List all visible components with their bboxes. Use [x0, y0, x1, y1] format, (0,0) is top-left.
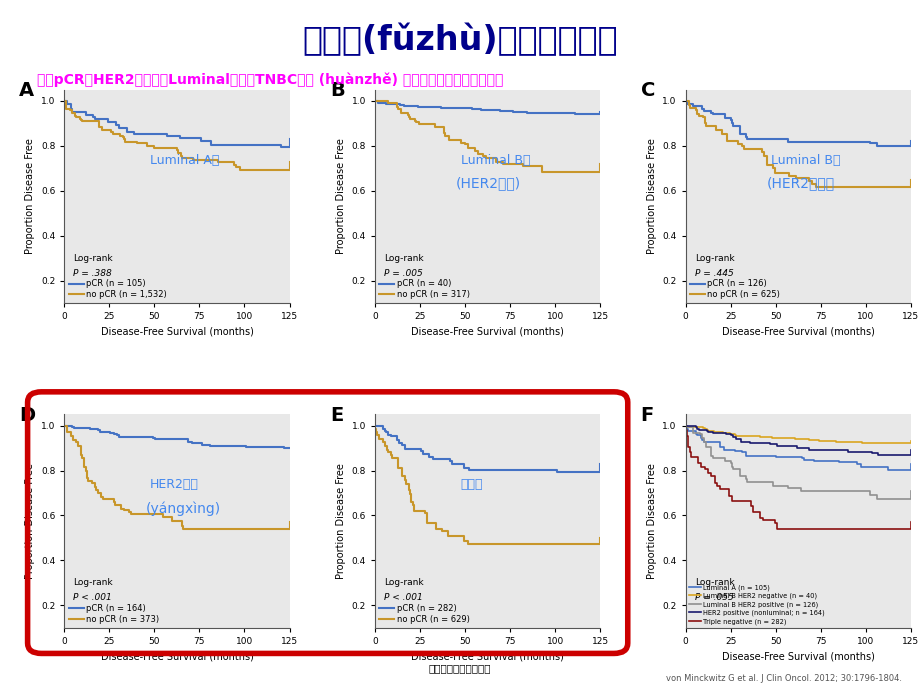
Text: (HER2阴性): (HER2阴性)	[456, 177, 521, 190]
Text: von Minckwitz G et al. J Clin Oncol. 2012; 30:1796-1804.: von Minckwitz G et al. J Clin Oncol. 201…	[664, 674, 901, 683]
X-axis label: Disease-Free Survival (months): Disease-Free Survival (months)	[100, 327, 253, 337]
Text: E: E	[330, 406, 343, 425]
Text: D: D	[19, 406, 36, 425]
Text: Log-rank: Log-rank	[74, 578, 113, 587]
Text: Luminal B型: Luminal B型	[460, 154, 529, 167]
Text: 获得pCR的HER2阳性（靟Luminal型）和TNBC患者 (huànzhě) 可显示非常优异的生存预后: 获得pCR的HER2阳性（靟Luminal型）和TNBC患者 (huànzhě)…	[37, 72, 503, 87]
Y-axis label: Proportion Disease Free: Proportion Disease Free	[646, 463, 656, 579]
Text: P = .388: P = .388	[74, 268, 112, 277]
Text: B: B	[330, 81, 345, 100]
Text: 新辅助(fǔzhù)治疗优选人群: 新辅助(fǔzhù)治疗优选人群	[301, 24, 618, 57]
Legend: pCR (n = 164), no pCR (n = 373): pCR (n = 164), no pCR (n = 373)	[69, 604, 159, 624]
Text: Log-rank: Log-rank	[694, 578, 733, 587]
X-axis label: Disease-Free Survival (months): Disease-Free Survival (months)	[721, 327, 874, 337]
Text: Log-rank: Log-rank	[383, 253, 424, 263]
Text: A: A	[19, 81, 35, 100]
Text: 三阴性: 三阴性	[460, 478, 482, 491]
Text: P = .055: P = .055	[694, 593, 732, 602]
Y-axis label: Proportion Disease Free: Proportion Disease Free	[26, 463, 36, 579]
Y-axis label: Proportion Disease Free: Proportion Disease Free	[646, 139, 656, 255]
Text: P < .001: P < .001	[74, 593, 112, 602]
Text: C: C	[640, 81, 654, 100]
Text: Log-rank: Log-rank	[694, 253, 733, 263]
Text: Log-rank: Log-rank	[383, 578, 424, 587]
Y-axis label: Proportion Disease Free: Proportion Disease Free	[26, 139, 36, 255]
X-axis label: Disease-Free Survival (months): Disease-Free Survival (months)	[721, 651, 874, 662]
Text: (yángxìng): (yángxìng)	[145, 501, 221, 515]
Text: Luminal A型: Luminal A型	[150, 154, 219, 167]
Text: 第三页，共二十八页。: 第三页，共二十八页。	[428, 663, 491, 673]
X-axis label: Disease-Free Survival (months): Disease-Free Survival (months)	[100, 651, 253, 662]
Text: P < .001: P < .001	[383, 593, 423, 602]
Text: Log-rank: Log-rank	[74, 253, 113, 263]
Text: F: F	[640, 406, 653, 425]
Y-axis label: Proportion Disease Free: Proportion Disease Free	[335, 463, 346, 579]
Text: P = .005: P = .005	[383, 268, 423, 277]
Text: (HER2阳性）: (HER2阳性）	[766, 177, 834, 190]
Legend: pCR (n = 105), no pCR (n = 1,532): pCR (n = 105), no pCR (n = 1,532)	[69, 279, 166, 299]
X-axis label: Disease-Free Survival (months): Disease-Free Survival (months)	[411, 651, 563, 662]
Y-axis label: Proportion Disease Free: Proportion Disease Free	[335, 139, 346, 255]
Legend: Luminal A (n = 105), Luminal B HER2 negative (n = 40), Luminal B HER2 positive (: Luminal A (n = 105), Luminal B HER2 nega…	[688, 584, 823, 624]
Text: Luminal B型: Luminal B型	[770, 154, 840, 167]
Text: P = .445: P = .445	[694, 268, 732, 277]
X-axis label: Disease-Free Survival (months): Disease-Free Survival (months)	[411, 327, 563, 337]
Text: HER2阳性: HER2阳性	[150, 478, 199, 491]
Legend: pCR (n = 282), no pCR (n = 629): pCR (n = 282), no pCR (n = 629)	[379, 604, 469, 624]
Legend: pCR (n = 126), no pCR (n = 625): pCR (n = 126), no pCR (n = 625)	[689, 279, 779, 299]
Legend: pCR (n = 40), no pCR (n = 317): pCR (n = 40), no pCR (n = 317)	[379, 279, 470, 299]
